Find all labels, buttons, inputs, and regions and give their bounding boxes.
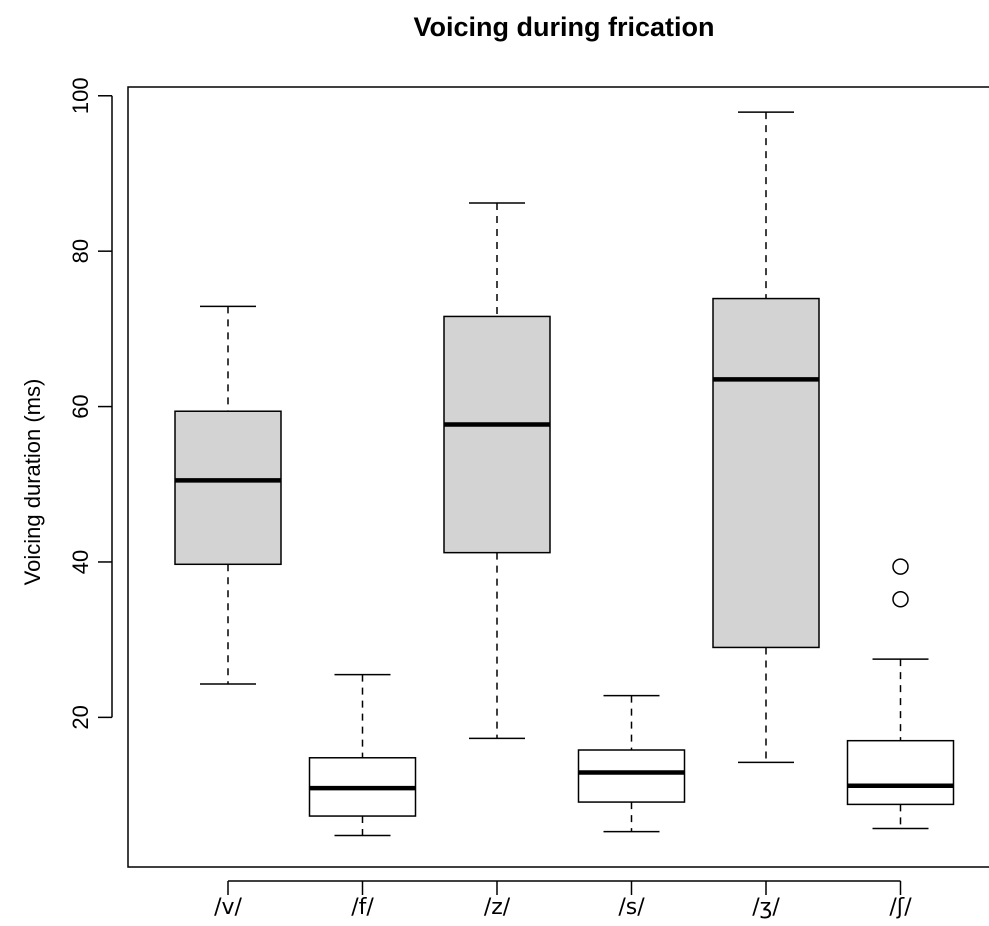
y-tick-label: 40: [68, 550, 93, 574]
y-axis-label: Voicing duration (ms): [20, 379, 45, 586]
chart-title: Voicing during frication: [414, 12, 715, 42]
box-4: [577, 694, 686, 833]
y-tick-label: 60: [68, 394, 93, 418]
y-tick-label: 100: [68, 77, 93, 114]
boxes-layer: [174, 111, 955, 837]
outlier-point: [892, 591, 909, 608]
box-iqr: [712, 297, 820, 649]
box-5: [712, 111, 820, 764]
plot-frame: [127, 86, 989, 868]
box-iqr: [577, 749, 686, 803]
x-axis: /v/ /f/ /z/ /s/ /ʒ/ /ʃ/: [214, 880, 912, 920]
box-iqr: [174, 410, 282, 566]
x-tick-label: /v/: [214, 895, 242, 920]
x-tick-label: /z/: [484, 895, 511, 920]
box-6: [846, 558, 955, 830]
box-iqr: [846, 739, 955, 806]
y-tick-label: 20: [68, 705, 93, 729]
x-tick-label: /s/: [618, 895, 645, 920]
x-tick-label: /ʃ/: [889, 895, 912, 920]
box-iqr: [443, 315, 551, 554]
y-tick-label: 80: [68, 239, 93, 263]
outlier-point: [892, 558, 909, 575]
box-3: [443, 202, 551, 740]
x-tick-label: /f/: [351, 895, 374, 920]
box-2: [308, 673, 417, 837]
y-axis: 20 40 60 80 100: [68, 77, 113, 730]
x-tick-label: /ʒ/: [752, 895, 780, 920]
box-1: [174, 305, 282, 685]
